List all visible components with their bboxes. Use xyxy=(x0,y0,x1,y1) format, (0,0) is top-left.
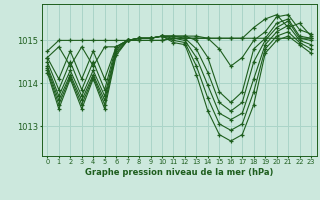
X-axis label: Graphe pression niveau de la mer (hPa): Graphe pression niveau de la mer (hPa) xyxy=(85,168,273,177)
